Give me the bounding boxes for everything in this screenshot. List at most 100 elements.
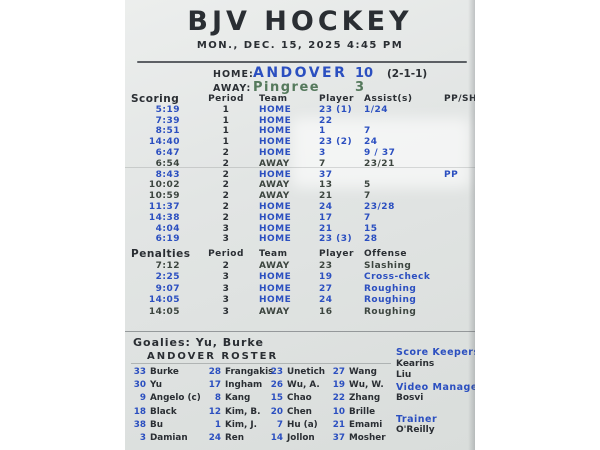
goal-player: 3 — [319, 147, 326, 158]
penalty-player: 24 — [319, 295, 333, 306]
scoresheet-photo: BJV HOCKEY MON., DEC. 15, 2025 4:45 PM H… — [125, 0, 475, 450]
roster-entry: 19 Wu, W. — [328, 379, 386, 392]
scoring-header-ppsh: PP/SH — [444, 94, 475, 104]
home-team-name: ANDOVER — [253, 65, 348, 81]
goal-ppsh — [444, 180, 475, 191]
goal-time: 14:40 — [148, 137, 180, 148]
goal-team: HOME — [259, 169, 292, 180]
penalty-offense: Roughing — [364, 283, 417, 294]
penalty-period: 3 — [222, 272, 230, 283]
goal-ppsh — [444, 202, 475, 213]
player-name: Wu, A. — [287, 380, 320, 391]
trainer-label: Trainer — [396, 413, 438, 425]
roster-entry: 8 Kang — [204, 392, 273, 405]
player-number: 9 — [139, 393, 146, 404]
roster-column-4: 27 Wang 19 Wu, W. 22 Zhang 10 Brille — [328, 366, 386, 445]
away-team-name: Pingree — [253, 80, 321, 95]
player-number: 28 — [208, 367, 221, 377]
date-line: MON., DEC. 15, 2025 4:45 PM — [196, 40, 404, 51]
goal-team: HOME — [259, 137, 292, 148]
roster-entry: 7 Hu (a) — [266, 419, 325, 432]
penalty-player: 19 — [319, 272, 333, 283]
goal-time: 6:54 — [155, 158, 180, 169]
goal-time: 10:59 — [148, 191, 180, 202]
player-number: 38 — [133, 419, 146, 430]
penalty-player: 23 — [319, 260, 333, 271]
roster-column-2: 28 Frangakis 17 Ingham 8 Kang 12 Kim, B. — [204, 366, 274, 445]
goal-time: 8:43 — [155, 169, 180, 180]
player-number: 22 — [332, 393, 345, 404]
roster-entry: 26 Wu, A. — [266, 379, 325, 392]
player-number: 17 — [208, 380, 221, 391]
goal-team: HOME — [259, 212, 292, 223]
roster-entry: 3 Damian — [129, 432, 201, 445]
home-record: (2-1-1) — [387, 68, 428, 80]
goal-period: 2 — [222, 169, 230, 180]
goal-player: 23 (3) — [319, 234, 353, 245]
goal-player: 23 (1) — [319, 104, 353, 115]
roster-entry: 17 Ingham — [204, 379, 273, 392]
goal-period: 2 — [222, 180, 230, 191]
goal-player: 17 — [319, 212, 333, 223]
scoring-row: 5:19 1 HOME 23 (1) 1/24 — [125, 105, 475, 116]
roster-entry: 15 Chao — [266, 392, 325, 405]
player-name: Jollon — [287, 432, 315, 443]
penalty-offense: Roughing — [364, 306, 417, 317]
player-number: 18 — [133, 406, 146, 417]
player-number: 37 — [332, 432, 345, 443]
player-name: Frangakis — [225, 367, 274, 377]
goal-ppsh — [444, 116, 475, 127]
penalty-team: HOME — [259, 295, 292, 306]
score-keeper-name: Liu — [396, 370, 412, 380]
player-number: 1 — [214, 419, 221, 430]
goal-ppsh — [444, 105, 475, 116]
penalties-header-offense: Offense — [364, 249, 407, 259]
goal-period: 2 — [222, 147, 230, 158]
roster-entry: 30 Yu — [129, 379, 201, 392]
goal-assists — [364, 170, 444, 181]
goal-assists: 7 — [364, 126, 371, 137]
goal-time: 6:19 — [155, 234, 180, 245]
goal-ppsh — [444, 213, 475, 224]
penalty-player: 27 — [319, 283, 333, 294]
penalties-header-team: Team — [259, 249, 288, 259]
player-name: Mosher — [349, 432, 386, 443]
player-number: 23 — [270, 367, 283, 377]
player-name: Yu — [150, 380, 162, 391]
penalty-period: 3 — [222, 295, 230, 306]
goal-player: 23 (2) — [319, 137, 353, 148]
goal-time: 7:39 — [155, 115, 180, 126]
goal-assists: 23/21 — [364, 158, 395, 169]
penalty-row: 2:25 3 HOME 19 Cross-check — [125, 272, 475, 284]
away-score: 3 — [355, 80, 365, 95]
goal-player: 21 — [319, 191, 333, 202]
goal-assists: 24 — [364, 137, 378, 148]
paper-glare — [291, 118, 471, 188]
player-number: 27 — [332, 367, 345, 377]
goal-assists: 1/24 — [364, 104, 389, 115]
paper-fold-line — [125, 167, 475, 168]
header-rule — [137, 61, 467, 63]
player-name: Burke — [150, 367, 179, 377]
player-name: Emami — [349, 419, 383, 430]
player-name: Black — [150, 406, 177, 417]
roster-entry: 23 Unetich — [266, 366, 325, 379]
player-number: 21 — [332, 419, 345, 430]
player-name: Zhang — [349, 393, 381, 404]
roster-entry: 37 Mosher — [328, 432, 386, 445]
player-name: Kim, J. — [225, 419, 258, 430]
roster-column-1: 33 Burke 30 Yu 9 Angelo (c) 18 Black — [129, 366, 201, 445]
home-label: HOME: — [213, 69, 254, 80]
goal-team: AWAY — [259, 180, 290, 191]
penalty-offense: Cross-check — [364, 272, 431, 283]
goal-period: 2 — [222, 201, 230, 212]
goal-team: HOME — [259, 126, 292, 137]
goal-time: 5:19 — [155, 104, 180, 115]
player-number: 30 — [133, 380, 146, 391]
goal-period: 1 — [222, 115, 230, 126]
player-name: Ren — [225, 432, 245, 443]
goal-ppsh — [444, 126, 475, 137]
goal-player: 37 — [319, 169, 333, 180]
staff-spacer — [396, 405, 475, 414]
